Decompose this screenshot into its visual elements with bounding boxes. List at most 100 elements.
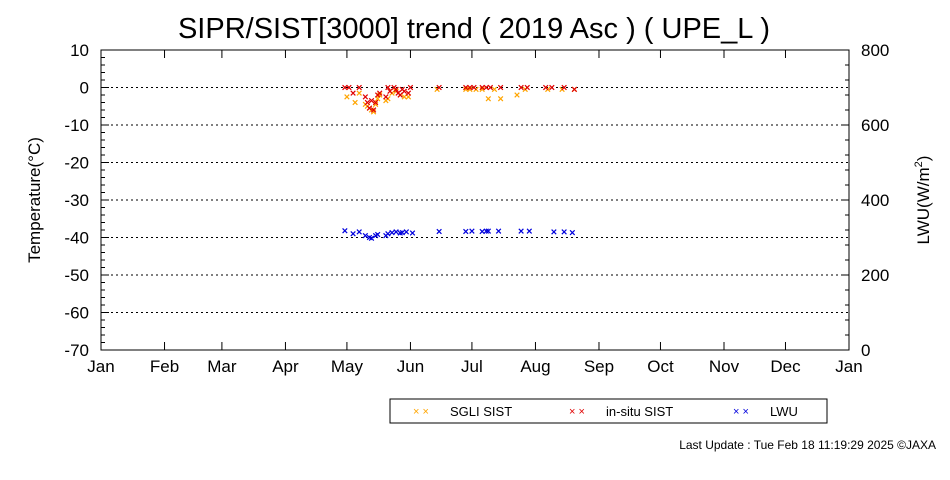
x-tick-label: Nov bbox=[709, 357, 740, 376]
x-tick-label: Jul bbox=[461, 357, 483, 376]
x-tick-label: Oct bbox=[647, 357, 674, 376]
legend-label-sgli: SGLI SIST bbox=[450, 404, 512, 419]
y-tick-labels: 10 0 -10 -20 -30 -40 -50 -60 -70 bbox=[64, 41, 89, 360]
x-tick-label: Jan bbox=[835, 357, 862, 376]
data-point bbox=[483, 84, 489, 91]
y2-tick-label: 800 bbox=[861, 41, 889, 60]
data-point bbox=[376, 90, 383, 96]
data-point bbox=[372, 101, 379, 108]
data-point bbox=[399, 229, 405, 236]
data-point bbox=[362, 94, 369, 100]
y-tick-label: -70 bbox=[64, 341, 89, 360]
y2-axis-label: LWU(W/m2) bbox=[913, 156, 933, 245]
y2-tick-label: 0 bbox=[861, 341, 870, 360]
data-point bbox=[487, 84, 494, 91]
data-point bbox=[362, 232, 369, 239]
data-point bbox=[561, 84, 567, 91]
data-point bbox=[403, 229, 410, 235]
y-tick-label: -30 bbox=[64, 191, 89, 210]
data-point bbox=[409, 230, 416, 236]
y2-axis-label-end: ) bbox=[914, 156, 933, 162]
data-point bbox=[485, 96, 492, 102]
data-point bbox=[387, 88, 393, 94]
legend: × × SGLI SIST × × in-situ SIST × × LWU bbox=[389, 398, 828, 424]
data-point bbox=[471, 84, 477, 91]
data-point bbox=[551, 229, 557, 235]
data-point bbox=[401, 88, 408, 94]
data-point bbox=[383, 94, 389, 100]
x-tick-label: Jun bbox=[397, 357, 424, 376]
y-tick-label: 10 bbox=[70, 41, 89, 60]
data-point bbox=[549, 84, 555, 91]
data-point bbox=[479, 84, 485, 91]
x-tick-label: May bbox=[331, 357, 364, 376]
data-point bbox=[479, 86, 485, 93]
data-point bbox=[364, 99, 371, 106]
y-tick-label: -50 bbox=[64, 266, 89, 285]
data-point bbox=[368, 97, 375, 104]
legend-marker-lwu: × × bbox=[733, 406, 749, 418]
gridlines bbox=[101, 87, 849, 313]
y2-tick-labels: 800 600 400 200 0 bbox=[861, 41, 889, 360]
data-point bbox=[436, 228, 442, 235]
data-point bbox=[497, 84, 504, 91]
data-point bbox=[385, 231, 391, 237]
y-tick-label: -60 bbox=[64, 304, 89, 323]
y2-axis-label-main: LWU(W/m bbox=[914, 167, 933, 244]
data-point bbox=[467, 86, 473, 93]
data-point bbox=[393, 86, 399, 93]
x-tick-label: Apr bbox=[272, 357, 299, 376]
x-tick-label: Feb bbox=[150, 357, 179, 376]
data-point bbox=[370, 107, 377, 113]
data-point bbox=[342, 84, 348, 91]
data-point bbox=[497, 96, 504, 102]
data-point bbox=[356, 90, 362, 96]
data-point bbox=[483, 228, 489, 234]
tick-marks bbox=[100, 49, 850, 351]
data-point bbox=[397, 92, 403, 98]
data-point bbox=[393, 229, 399, 235]
data-point bbox=[342, 228, 348, 234]
data-point bbox=[370, 109, 377, 115]
data-point bbox=[368, 235, 375, 241]
data-point bbox=[401, 94, 408, 100]
data-point bbox=[436, 84, 442, 91]
data-point bbox=[352, 99, 358, 106]
data-point bbox=[469, 228, 475, 234]
data-point bbox=[524, 84, 530, 91]
data-point bbox=[385, 84, 391, 91]
x-tick-label: Jan bbox=[87, 357, 114, 376]
data-point bbox=[463, 86, 469, 93]
legend-label-insitu: in-situ SIST bbox=[606, 404, 673, 419]
y-tick-label: -10 bbox=[64, 116, 89, 135]
legend-box bbox=[389, 398, 828, 424]
x-tick-label: Sep bbox=[584, 357, 614, 376]
data-point bbox=[514, 92, 520, 98]
plot-frame bbox=[100, 49, 850, 351]
data-point bbox=[518, 228, 524, 234]
data-point bbox=[463, 228, 469, 235]
data-point bbox=[356, 84, 362, 91]
data-point bbox=[526, 228, 533, 234]
data-point bbox=[366, 105, 373, 111]
y2-tick-label: 600 bbox=[861, 116, 889, 135]
legend-marker-sgli: × × bbox=[413, 406, 429, 418]
last-update-text: Last Update : Tue Feb 18 11:19:29 2025 ©… bbox=[679, 438, 936, 452]
y2-tick-label: 400 bbox=[861, 191, 889, 210]
y-axis-label: Temperature(°C) bbox=[25, 137, 44, 263]
data-point bbox=[374, 231, 381, 238]
data-point bbox=[389, 229, 395, 236]
y2-tick-label: 200 bbox=[861, 266, 889, 285]
data-point bbox=[356, 229, 362, 235]
data-point bbox=[569, 229, 576, 236]
data-point bbox=[491, 86, 498, 93]
data-point bbox=[350, 90, 356, 96]
data-point bbox=[350, 231, 356, 237]
chart-title: SIPR/SIST[3000] trend ( 2019 Asc ) ( UPE… bbox=[178, 13, 770, 45]
data-point bbox=[346, 84, 352, 91]
x-tick-labels: Jan Feb Mar Apr May Jun Jul Aug Sep Oct Nov Dec Jan bbox=[87, 357, 862, 376]
data-point bbox=[463, 84, 469, 91]
data-point bbox=[407, 84, 414, 91]
data-point bbox=[372, 99, 379, 106]
